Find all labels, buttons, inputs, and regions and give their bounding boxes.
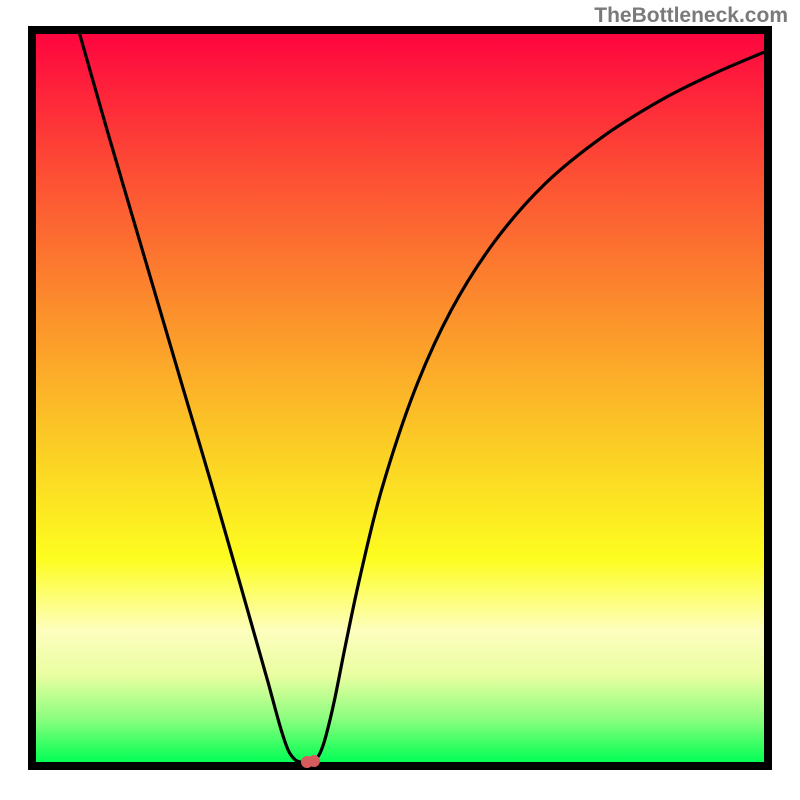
chart-border-left [28, 26, 36, 770]
attribution-text: TheBottleneck.com [594, 4, 788, 28]
chart-border-bottom [28, 762, 772, 770]
bottleneck-curve [36, 34, 764, 762]
curve-minimum-marker [308, 755, 320, 767]
chart-border-right [764, 26, 772, 770]
